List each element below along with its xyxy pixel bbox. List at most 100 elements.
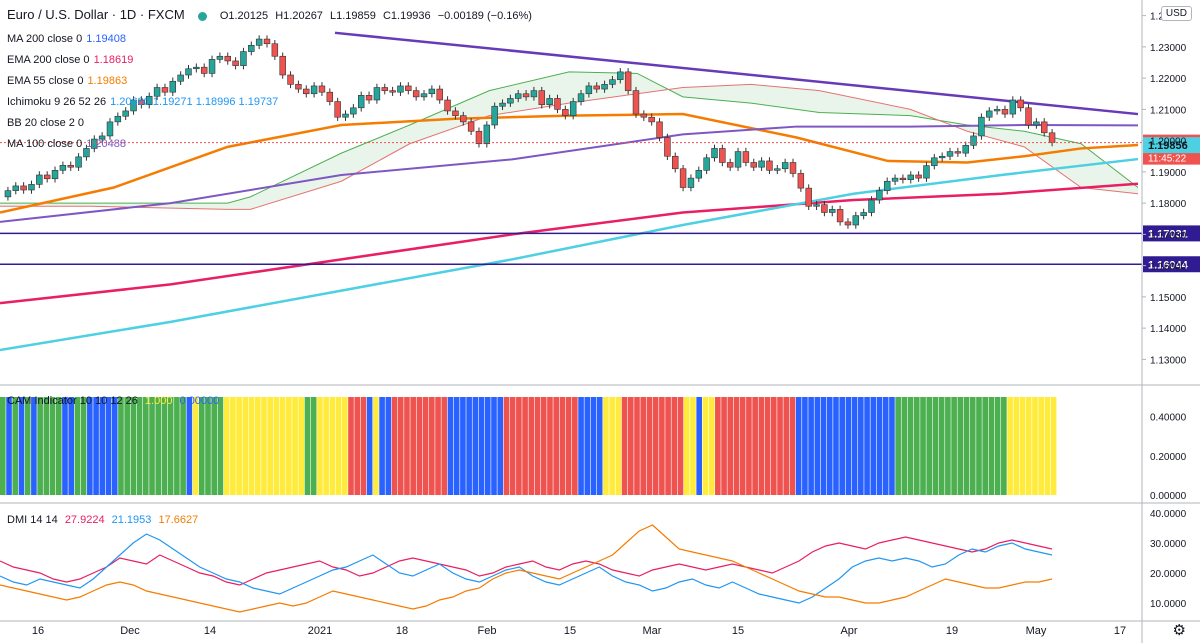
cam-bar — [6, 397, 12, 495]
candle-body — [83, 148, 90, 158]
candle-body — [232, 60, 239, 66]
candle-body — [452, 110, 459, 116]
candle-body — [263, 38, 271, 45]
gear-icon[interactable]: ⚙ — [1172, 622, 1186, 639]
candle-body — [193, 66, 200, 70]
cam-bar — [858, 397, 864, 495]
cam-bar — [659, 397, 665, 495]
indicator-row: MA 200 close 0 1.19408 — [7, 29, 282, 50]
cam-bar — [1032, 397, 1038, 495]
cam-bar — [572, 397, 578, 495]
cam-bar — [982, 397, 989, 495]
candle — [460, 111, 467, 126]
candle — [43, 171, 51, 183]
candle — [4, 186, 12, 201]
cam-bar — [118, 397, 124, 495]
price-tick-label: 1.16000 — [1150, 262, 1187, 273]
dmi-tick-label: 40.0000 — [1150, 509, 1187, 520]
cam-bar — [584, 397, 591, 495]
candle — [907, 171, 914, 184]
cam-bar — [93, 397, 99, 495]
candle — [193, 63, 200, 73]
candle — [648, 113, 655, 126]
cam-bar — [913, 397, 920, 495]
candle-body — [483, 124, 491, 145]
cam-bar — [739, 397, 746, 495]
cam-bar — [497, 397, 504, 495]
candle — [83, 144, 90, 161]
cam-bar — [733, 397, 740, 495]
candle — [20, 182, 27, 194]
candle-body — [734, 151, 742, 168]
cam-bar — [870, 397, 877, 495]
cam-bar — [18, 397, 25, 495]
cam-bar — [615, 397, 622, 495]
cam-bar — [329, 397, 336, 495]
candle-body — [467, 121, 475, 132]
dmi-lines — [0, 524, 1053, 613]
cam-bar — [304, 397, 311, 495]
candle-body — [852, 215, 860, 226]
candle — [821, 200, 828, 217]
candle — [303, 85, 310, 98]
cam-bar — [547, 397, 553, 495]
currency-button[interactable]: USD — [1160, 6, 1192, 21]
candle — [146, 92, 153, 109]
candle — [216, 52, 224, 64]
candle — [357, 91, 365, 112]
cam-bar — [951, 397, 957, 495]
candle-body — [357, 95, 365, 109]
time-tick-label: Dec — [120, 625, 140, 637]
indicator-label: EMA 55 close 0 — [7, 75, 84, 87]
candle — [310, 82, 318, 98]
cam-tick-label: 0.00000 — [1150, 491, 1187, 502]
indicator-value: 1.20488 — [86, 138, 126, 150]
low-value: L1.19859 — [330, 10, 376, 22]
cam-bar — [901, 397, 908, 495]
candle — [467, 118, 475, 135]
cam-bar — [43, 397, 50, 495]
candle — [36, 171, 43, 189]
cam-bar — [926, 397, 933, 495]
candle — [59, 161, 67, 175]
candle — [514, 90, 522, 103]
cam-bar — [578, 397, 584, 495]
eye-icon[interactable] — [197, 11, 207, 21]
candle-body — [507, 98, 514, 104]
cam-bar — [770, 397, 777, 495]
candle-body — [962, 145, 969, 154]
dmi-label: DMI 14 14 — [7, 514, 58, 526]
candle — [224, 52, 231, 65]
candle-body — [923, 165, 930, 179]
candle — [750, 158, 757, 171]
cam-bar — [522, 397, 528, 495]
candle-body — [891, 177, 899, 182]
candle — [679, 165, 687, 192]
candle — [742, 147, 750, 167]
cam-bar — [746, 397, 752, 495]
cam-bar — [895, 397, 901, 495]
candle-body — [1001, 109, 1009, 115]
candle — [577, 90, 585, 106]
candle — [632, 86, 640, 118]
candle — [899, 174, 907, 184]
candle-body — [122, 110, 129, 117]
candle — [726, 158, 734, 171]
cam-value-1: 1.000 — [144, 395, 173, 407]
candle-body — [664, 137, 671, 157]
candle-body — [648, 116, 655, 123]
cam-bar — [341, 397, 348, 495]
level2-label: 1.16044 — [1148, 259, 1189, 271]
candle — [829, 205, 836, 217]
time-tick-label: 16 — [32, 625, 44, 637]
cam-bar — [764, 397, 771, 495]
candle-body — [860, 212, 867, 216]
time-tick-label: 15 — [564, 625, 576, 637]
candle — [703, 154, 710, 175]
candle — [263, 35, 271, 48]
time-tick-label: 15 — [732, 625, 744, 637]
indicator-legend: MA 200 close 0 1.19408 EMA 200 close 0 1.18… — [7, 29, 282, 155]
candle — [876, 186, 883, 204]
cam-bar — [143, 397, 149, 495]
